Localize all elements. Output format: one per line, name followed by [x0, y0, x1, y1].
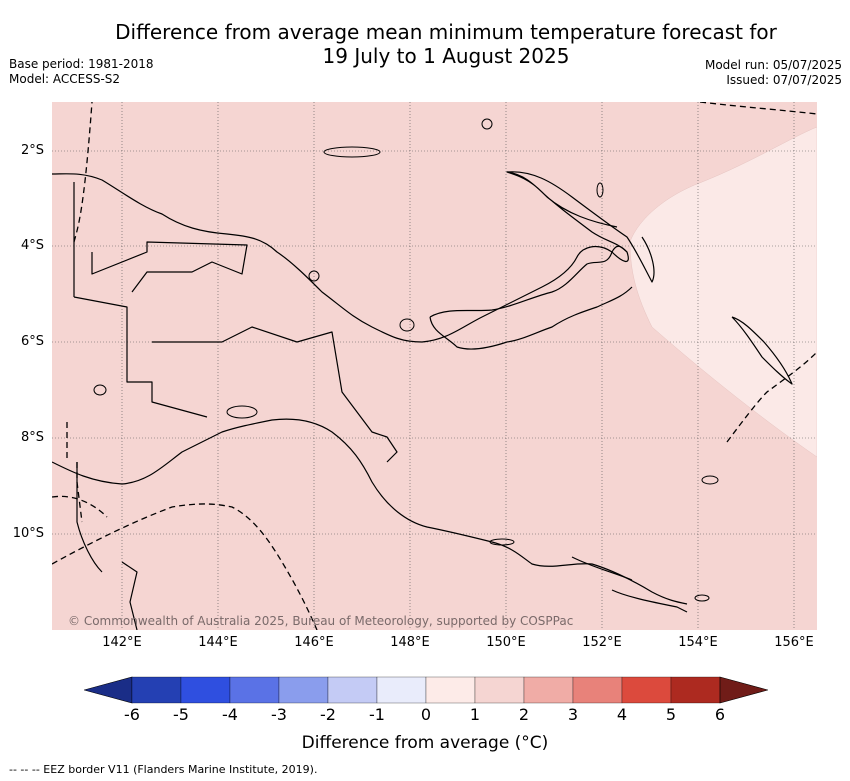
map-title: Difference from average mean minimum tem…: [0, 20, 850, 68]
colorbar: [84, 676, 768, 704]
new-britain: [429, 245, 633, 350]
colorbar-tick-label: 6: [714, 705, 726, 724]
colorbar-extend-low: [84, 676, 133, 704]
metadata-left: Base period: 1981-2018 Model: ACCESS-S2: [9, 57, 154, 87]
colorbar-segment: [474, 676, 525, 704]
colorbar-tick-label: 2: [518, 705, 530, 724]
colorbar-tick-label: -2: [320, 705, 336, 724]
title-line-2: 19 July to 1 August 2025: [322, 44, 570, 68]
eez-border-3: [76, 462, 83, 523]
new-ireland: [506, 171, 655, 283]
graticule: [52, 102, 817, 630]
colorbar-segment: [425, 676, 476, 704]
colorbar-segment: [327, 676, 378, 704]
lon-label: 150°E: [486, 635, 526, 650]
lon-label: 146°E: [294, 635, 334, 650]
colorbar-tick-label: 0: [420, 705, 432, 724]
colorbar-tick-label: 1: [469, 705, 481, 724]
colorbar-tick-label: -1: [369, 705, 385, 724]
colorbar-segment: [278, 676, 329, 704]
colorbar-segment: [131, 676, 182, 704]
lon-label: 152°E: [582, 635, 622, 650]
colorbar-title: Difference from average (°C): [301, 733, 549, 753]
eez-border-1: [52, 503, 318, 630]
lon-label: 156°E: [774, 635, 814, 650]
lat-label: 4°S: [20, 238, 44, 253]
colorbar-tick-label: -3: [271, 705, 287, 724]
colorbar-tick-label: 5: [665, 705, 677, 724]
colorbar-tick-label: -5: [173, 705, 189, 724]
islands-east-tip: [571, 556, 688, 613]
colorbar-tick-label: 3: [567, 705, 579, 724]
eez-border-4: [699, 102, 817, 115]
new-guinea-coast: [52, 171, 629, 343]
colorbar-segment: [229, 676, 280, 704]
bougainville: [731, 316, 793, 385]
colorbar-tick-label: -4: [222, 705, 238, 724]
colorbar-tick-label: -6: [124, 705, 140, 724]
small-islands: [93, 118, 719, 602]
colorbar-segment: [572, 676, 623, 704]
metadata-right: Model run: 05/07/2025 Issued: 07/07/2025: [705, 58, 842, 88]
colorbar-segment: [621, 676, 672, 704]
colorbar-segment: [670, 676, 721, 704]
forecast-map: [52, 102, 817, 630]
eez-border-7: [73, 102, 93, 243]
colorbar-segment: [376, 676, 427, 704]
eez-borders: [52, 102, 817, 630]
lon-label: 142°E: [102, 635, 142, 650]
colorbar-extend-high: [719, 676, 768, 704]
lon-label: 144°E: [198, 635, 238, 650]
lon-label: 148°E: [390, 635, 430, 650]
model-run: Model run: 05/07/2025: [704, 58, 842, 72]
eez-border-2: [52, 495, 108, 518]
colorbar-segment: [180, 676, 231, 704]
eez-legend-note: -- -- -- EEZ border V11 (Flanders Marine…: [9, 763, 318, 776]
lat-label: 6°S: [20, 334, 44, 349]
australia-north: [76, 462, 138, 630]
colorbar-tick-label: 4: [616, 705, 628, 724]
copyright-note: © Commonwealth of Australia 2025, Bureau…: [68, 614, 574, 628]
title-line-1: Difference from average mean minimum tem…: [115, 20, 777, 44]
colorbar-segment: [523, 676, 574, 704]
model-name: Model: ACCESS-S2: [9, 72, 121, 86]
base-period: Base period: 1981-2018: [9, 57, 154, 71]
issued-date: Issued: 07/07/2025: [726, 73, 842, 87]
eez-border-5: [726, 351, 817, 443]
inland-border: [73, 182, 398, 463]
lon-label: 154°E: [678, 635, 718, 650]
lat-label: 2°S: [20, 143, 44, 158]
lat-label: 10°S: [12, 526, 44, 541]
coastlines: [52, 171, 793, 630]
lat-label: 8°S: [20, 430, 44, 445]
new-guinea-south-coast: [52, 418, 688, 605]
anomaly-region-0-to-1: [629, 126, 817, 458]
